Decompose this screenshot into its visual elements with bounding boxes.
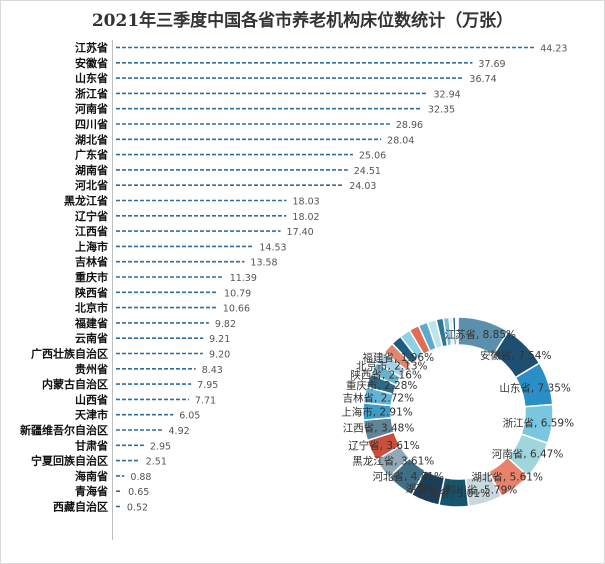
slice-label: 陕西省, 2.16% <box>350 369 422 382</box>
data-label: 32.35 <box>428 105 455 116</box>
y-tick-label: 江苏省 <box>75 41 108 55</box>
data-label: 6.05 <box>179 411 200 422</box>
data-label: 28.04 <box>387 135 414 146</box>
y-tick-label: 湖南省 <box>75 163 108 177</box>
data-label: 10.79 <box>224 288 251 299</box>
data-label: 11.39 <box>230 273 257 284</box>
slice-label: 广东省, 5.01% <box>419 487 491 500</box>
slice-label: 四川省, 5.79% <box>446 484 518 497</box>
y-tick-label: 宁夏回族自治区 <box>31 454 108 468</box>
data-label: 0.52 <box>127 503 148 514</box>
data-label: 18.03 <box>293 197 320 208</box>
data-label: 36.74 <box>469 74 496 85</box>
y-tick-label: 陕西省 <box>75 285 108 299</box>
slice-label: 福建省, 1.96% <box>363 351 435 364</box>
data-label: 17.40 <box>287 227 314 238</box>
data-label: 14.53 <box>259 242 286 253</box>
chart-title: 2021年三季度中国各省市养老机构床位数统计（万张） <box>91 11 514 31</box>
y-tick-label: 重庆市 <box>75 270 108 284</box>
y-tick-label: 河北省 <box>75 178 108 192</box>
y-tick-label: 新疆维吾尔自治区 <box>20 423 108 437</box>
y-tick-label: 甘肃省 <box>75 438 108 452</box>
y-tick-label: 山东省 <box>75 71 108 85</box>
slice-label: 辽宁省, 3.61% <box>348 439 420 452</box>
data-label: 9.82 <box>215 319 236 330</box>
data-label: 18.02 <box>292 212 319 223</box>
y-tick-label: 贵州省 <box>75 362 108 376</box>
y-tick-label: 西藏自治区 <box>53 500 108 514</box>
y-tick-label: 黑龙江省 <box>64 194 108 208</box>
y-tick-label: 河南省 <box>75 102 108 116</box>
y-tick-label: 福建省 <box>74 316 108 330</box>
data-label: 7.95 <box>197 380 218 391</box>
slice-label: 湖北省, 5.61% <box>471 470 543 483</box>
y-tick-label: 上海市 <box>75 239 108 253</box>
y-tick-label: 云南省 <box>75 331 108 345</box>
data-label: 2.95 <box>150 441 171 452</box>
data-label: 0.88 <box>130 472 151 483</box>
y-tick-label: 青海省 <box>75 484 108 498</box>
data-label: 28.96 <box>396 120 423 131</box>
data-label: 9.21 <box>209 334 230 345</box>
slice-label: 重庆市, 2.28% <box>346 379 418 392</box>
data-label: 24.03 <box>349 181 376 192</box>
y-tick-label: 内蒙古自治区 <box>42 377 108 391</box>
y-tick-label: 北京市 <box>75 301 108 315</box>
data-label: 37.69 <box>478 59 505 70</box>
y-tick-label: 海南省 <box>75 469 108 483</box>
y-tick-label: 山西省 <box>75 392 108 406</box>
data-label: 10.66 <box>223 304 250 315</box>
y-tick-label: 安徽省 <box>75 56 108 70</box>
y-tick-label: 吉林省 <box>75 255 108 269</box>
data-label: 24.51 <box>354 166 381 177</box>
slice-label: 河北省, 4.81% <box>372 470 444 483</box>
data-label: 13.58 <box>250 258 277 269</box>
y-tick-label: 天津市 <box>75 408 108 422</box>
data-label: 8.43 <box>202 365 223 376</box>
data-label: 44.23 <box>540 44 567 55</box>
slice-label: 山东省, 7.35% <box>499 381 571 394</box>
y-tick-label: 湖北省 <box>75 132 108 146</box>
y-tick-label: 广西壮族自治区 <box>31 347 108 361</box>
data-label: 4.92 <box>169 426 190 437</box>
data-label: 9.20 <box>209 350 230 361</box>
slice-label: 浙江省, 6.59% <box>503 416 575 429</box>
slice-label: 江西省, 3.48% <box>343 422 415 435</box>
y-tick-label: 辽宁省 <box>75 209 108 223</box>
y-tick-label: 浙江省 <box>75 86 108 100</box>
data-label: 32.94 <box>433 89 460 100</box>
y-tick-label: 广东省 <box>75 148 108 162</box>
y-tick-label: 江西省 <box>75 224 108 238</box>
slice-label: 江苏省, 8.85% <box>444 328 516 341</box>
slice-label: 安徽省, 7.54% <box>480 349 552 362</box>
donut-slice <box>456 316 459 346</box>
slice-label: 河南省, 6.47% <box>492 448 564 461</box>
slice-label: 上海市, 2.91% <box>341 406 413 419</box>
data-label: 2.51 <box>146 457 167 468</box>
donut-group: 江苏省, 8.85% 安徽省, 7.54% 山东省, 7.35% 浙江省, 6.59%… <box>341 316 575 508</box>
bar-group <box>116 46 535 508</box>
slice-label: 北京市, 2.13% <box>356 359 428 372</box>
slice-label: 黑龙江省, 3.61% <box>352 455 434 468</box>
data-label: 0.65 <box>128 487 149 498</box>
slice-label: 吉林省, 2.72% <box>343 391 415 404</box>
slice-label: 湖南省, 4. <box>406 482 454 495</box>
data-label: 7.71 <box>195 395 216 406</box>
y-tick-label: 四川省 <box>75 117 108 131</box>
data-label: 25.06 <box>359 151 386 162</box>
